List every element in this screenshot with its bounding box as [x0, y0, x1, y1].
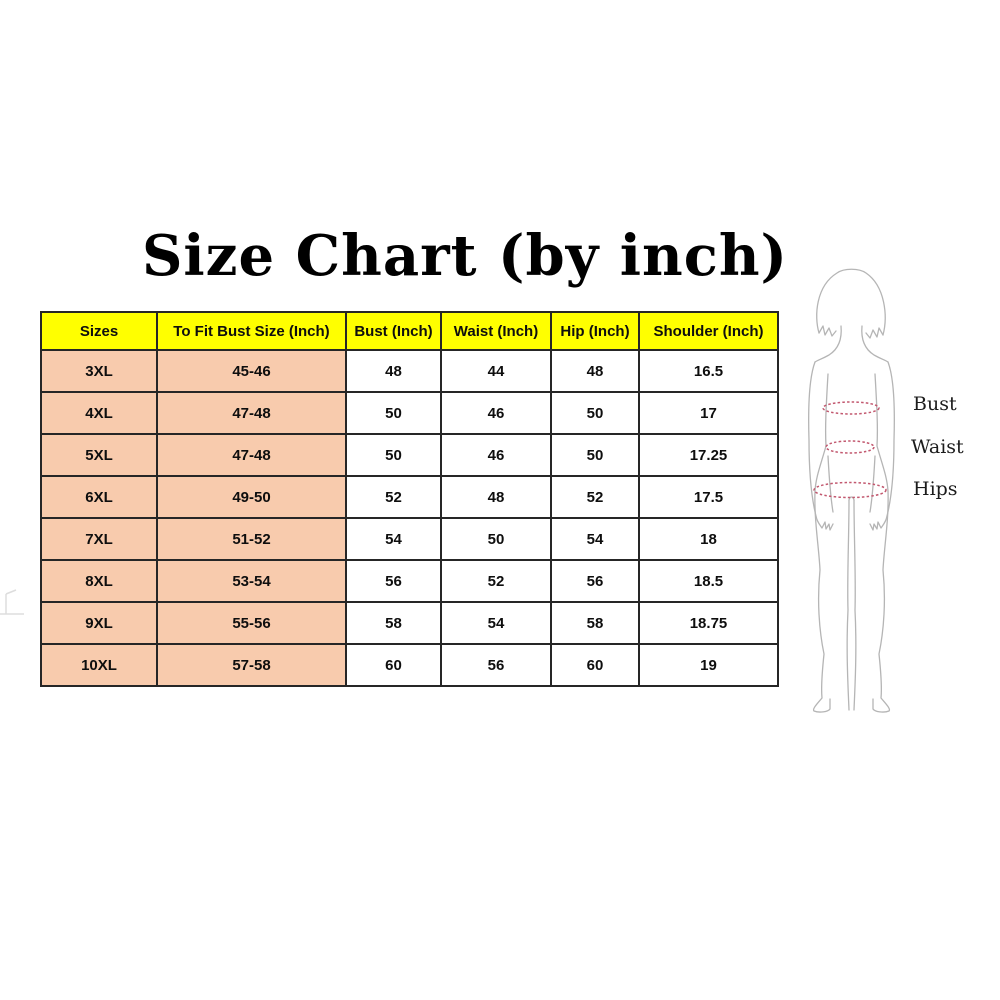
cell-bust: 50 — [345, 391, 442, 435]
cell-fit-bust: 45-46 — [156, 349, 347, 393]
faint-watermark-artifact — [0, 589, 24, 615]
cell-waist: 48 — [440, 475, 552, 519]
cell-fit-bust: 53-54 — [156, 559, 347, 603]
figure-forearm-inner-left — [827, 455, 834, 513]
table-row: 10XL 57-58 60 56 60 19 — [40, 643, 779, 687]
cell-fit-bust: 55-56 — [156, 601, 347, 645]
cell-hip: 50 — [550, 433, 640, 477]
page-title: Size Chart (by inch) — [141, 223, 789, 289]
measurement-lines — [813, 401, 887, 499]
cell-hip: 48 — [550, 349, 640, 393]
figure-crotch — [848, 496, 855, 501]
cell-shoulder: 17 — [638, 391, 779, 435]
cell-waist: 46 — [440, 391, 552, 435]
cell-hip: 58 — [550, 601, 640, 645]
cell-shoulder: 18 — [638, 517, 779, 561]
body-figure-illustration — [808, 268, 895, 713]
col-header-waist: Waist (Inch) — [440, 311, 552, 351]
table-row: 8XL 53-54 56 52 56 18.5 — [40, 559, 779, 603]
cell-waist: 44 — [440, 349, 552, 393]
figure-leg-outer-right — [872, 490, 891, 713]
cell-shoulder: 16.5 — [638, 349, 779, 393]
cell-shoulder: 18.75 — [638, 601, 779, 645]
figure-torso-right — [874, 373, 889, 492]
cell-bust: 52 — [345, 475, 442, 519]
table-row: 9XL 55-56 58 54 58 18.75 — [40, 601, 779, 645]
table-row: 5XL 47-48 50 46 50 17.25 — [40, 433, 779, 477]
cell-waist: 50 — [440, 517, 552, 561]
figure-leg-outer-left — [812, 490, 831, 713]
table-row: 7XL 51-52 54 50 54 18 — [40, 517, 779, 561]
figure-hair-tips-left — [818, 325, 837, 337]
table-row: 6XL 49-50 52 48 52 17.5 — [40, 475, 779, 519]
cell-waist: 54 — [440, 601, 552, 645]
cell-size: 9XL — [40, 601, 158, 645]
figure-leg-inner-left — [846, 499, 850, 711]
cell-fit-bust: 49-50 — [156, 475, 347, 519]
cell-hip: 60 — [550, 643, 640, 687]
table-body: 3XL 45-46 48 44 48 16.5 4XL 47-48 50 46 … — [40, 349, 779, 687]
cell-hip: 50 — [550, 391, 640, 435]
cell-shoulder: 17.5 — [638, 475, 779, 519]
waist-label: Waist — [911, 436, 964, 458]
cell-size: 4XL — [40, 391, 158, 435]
cell-waist: 56 — [440, 643, 552, 687]
cell-size: 3XL — [40, 349, 158, 393]
cell-size: 6XL — [40, 475, 158, 519]
cell-fit-bust: 51-52 — [156, 517, 347, 561]
cell-size: 8XL — [40, 559, 158, 603]
figure-neck-shoulder-left — [814, 325, 842, 363]
cell-bust: 50 — [345, 433, 442, 477]
figure-arm-right — [869, 361, 895, 531]
figure-leg-inner-right — [853, 499, 857, 711]
hips-label: Hips — [913, 478, 958, 500]
cell-fit-bust: 57-58 — [156, 643, 347, 687]
cell-hip: 52 — [550, 475, 640, 519]
cell-hip: 54 — [550, 517, 640, 561]
cell-bust: 58 — [345, 601, 442, 645]
cell-bust: 60 — [345, 643, 442, 687]
figure-hair-head — [816, 268, 886, 336]
col-header-bust: Bust (Inch) — [345, 311, 442, 351]
cell-size: 10XL — [40, 643, 158, 687]
size-chart-table: Sizes To Fit Bust Size (Inch) Bust (Inch… — [40, 311, 779, 687]
cell-fit-bust: 47-48 — [156, 433, 347, 477]
cell-shoulder: 19 — [638, 643, 779, 687]
bust-measure-line — [822, 401, 880, 415]
col-header-sizes: Sizes — [40, 311, 158, 351]
cell-fit-bust: 47-48 — [156, 391, 347, 435]
header-row: Sizes To Fit Bust Size (Inch) Bust (Inch… — [40, 311, 779, 351]
cell-shoulder: 18.5 — [638, 559, 779, 603]
figure-arm-left — [808, 361, 834, 531]
col-header-shoulder: Shoulder (Inch) — [638, 311, 779, 351]
cell-size: 5XL — [40, 433, 158, 477]
cell-waist: 46 — [440, 433, 552, 477]
figure-neck-shoulder-right — [861, 325, 889, 363]
table-row: 4XL 47-48 50 46 50 17 — [40, 391, 779, 435]
figure-hair-tips-right — [865, 327, 884, 339]
figure-torso-left — [814, 373, 829, 492]
col-header-hip: Hip (Inch) — [550, 311, 640, 351]
hips-measure-line — [813, 481, 887, 499]
cell-bust: 48 — [345, 349, 442, 393]
cell-shoulder: 17.25 — [638, 433, 779, 477]
col-header-to-fit-bust: To Fit Bust Size (Inch) — [156, 311, 347, 351]
table-row: 3XL 45-46 48 44 48 16.5 — [40, 349, 779, 393]
waist-measure-line — [825, 440, 875, 454]
cell-size: 7XL — [40, 517, 158, 561]
cell-waist: 52 — [440, 559, 552, 603]
cell-bust: 54 — [345, 517, 442, 561]
bust-label: Bust — [913, 393, 957, 415]
cell-bust: 56 — [345, 559, 442, 603]
cell-hip: 56 — [550, 559, 640, 603]
